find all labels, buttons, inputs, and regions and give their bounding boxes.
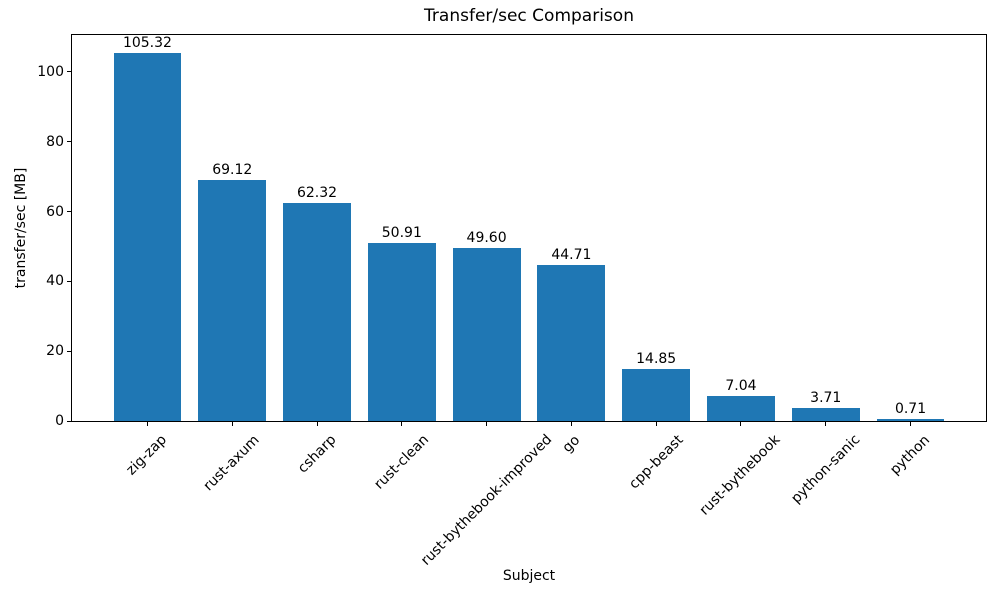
bar (876, 418, 945, 421)
x-tick-mark (401, 422, 403, 426)
bar (707, 396, 775, 421)
x-tick-mark (740, 422, 742, 426)
y-tick-label: 100 (37, 63, 64, 80)
bar-value-label: 69.12 (212, 161, 253, 178)
x-tick-mark (486, 422, 488, 426)
x-tick-mark (825, 422, 827, 426)
y-tick-label: 80 (46, 133, 64, 150)
bar-value-label: 44.71 (551, 246, 592, 263)
bar (198, 179, 267, 421)
bar (791, 408, 860, 421)
x-tick-mark (316, 422, 318, 426)
bar-value-label: 62.32 (296, 185, 338, 202)
bar-value-label: 7.04 (725, 378, 757, 395)
bar (113, 53, 182, 421)
x-tick-label: rust-clean (371, 431, 432, 493)
y-tick-mark (67, 420, 71, 422)
bar-value-label: 49.60 (466, 229, 507, 246)
x-tick-mark (655, 422, 657, 426)
x-tick-label: cpp-beast (625, 431, 687, 493)
bar (452, 247, 521, 421)
x-tick-label: zig-zap (123, 431, 171, 479)
y-tick-label: 40 (46, 273, 64, 290)
y-tick-mark (67, 141, 71, 143)
bar (283, 203, 351, 421)
bar-value-label: 105.32 (122, 35, 172, 52)
bar-value-label: 14.85 (636, 351, 677, 368)
plot-area: 0 20 40 60 80 100 105.32 zig-zap 69.12 rust-axum 6… (37, 34, 987, 569)
bar-value-label: 3.71 (810, 390, 842, 407)
y-tick-mark (67, 211, 71, 213)
x-tick-label: python-sanic (787, 431, 864, 508)
x-tick-mark (910, 422, 912, 426)
bar-value-label: 50.91 (381, 225, 422, 242)
chart-title: Transfer/sec Comparison (424, 6, 634, 26)
x-tick-mark (570, 422, 572, 426)
y-tick-mark (67, 350, 71, 352)
x-tick-label: rust-bythebook (697, 432, 784, 519)
x-tick-mark (231, 422, 233, 426)
x-axis-label: Subject (502, 568, 556, 584)
y-tick-mark (67, 280, 71, 282)
bar (367, 243, 436, 421)
bar (622, 369, 691, 421)
y-tick-mark (67, 71, 71, 73)
x-tick-label: go (559, 431, 584, 456)
bar-value-label: 0.71 (894, 400, 927, 417)
x-tick-label: csharp (294, 431, 340, 477)
x-tick-label: rust-axum (200, 432, 263, 495)
x-tick-label: rust-bythebook-improved (417, 431, 555, 570)
x-tick-mark (146, 422, 148, 426)
y-tick-label: 60 (46, 203, 64, 220)
x-tick-label: python (887, 431, 934, 478)
y-tick-label: 0 (55, 413, 64, 429)
bar (537, 264, 606, 421)
y-tick-label: 20 (46, 343, 64, 360)
y-axis-label: transfer/sec [MB] (13, 167, 29, 289)
